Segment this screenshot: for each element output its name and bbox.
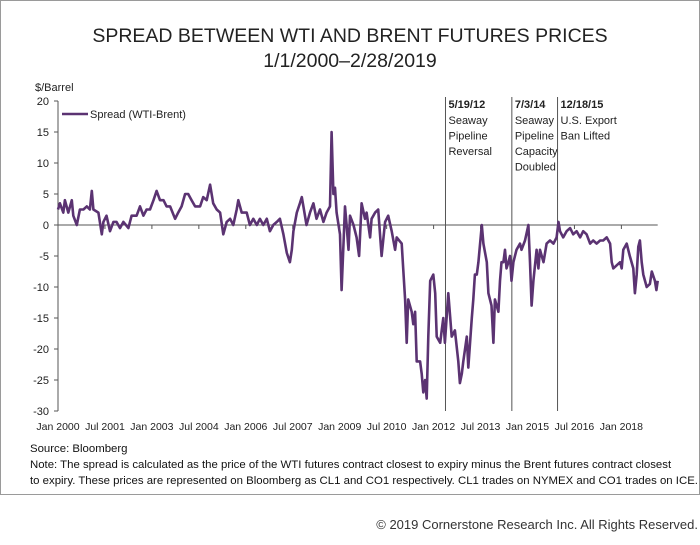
- chart: SPREAD BETWEEN WTI AND BRENT FUTURES PRI…: [33, 25, 659, 433]
- series-line-spread: [56, 130, 659, 400]
- note-line-2: to expiry. These prices are represented …: [30, 475, 698, 487]
- legend-label: Spread (WTI-Brent): [90, 109, 186, 121]
- x-tick-label: Jan 2000: [36, 421, 79, 433]
- x-tick-label: Jul 2001: [85, 421, 125, 433]
- y-tick-label: 10: [37, 158, 49, 170]
- legend: Spread (WTI-Brent): [62, 109, 186, 121]
- event-label: Seaway: [448, 115, 488, 127]
- x-tick-label: Jul 2016: [555, 421, 595, 433]
- y-tick-label: -30: [33, 406, 49, 418]
- axes: 20 15 10 5 0 -5 -10 -15 -20 -25 -30 Jan 2000 Jul 200…: [33, 96, 658, 433]
- y-tick-label: -25: [33, 375, 49, 387]
- x-tick-label: Jul 2010: [367, 421, 407, 433]
- event-label: Pipeline: [448, 131, 487, 143]
- x-tick-label: Jan 2003: [130, 421, 173, 433]
- y-tick-label: -20: [33, 344, 49, 356]
- x-tick-label: Jul 2013: [461, 421, 501, 433]
- event-label: Seaway: [515, 115, 555, 127]
- event-date: 12/18/15: [561, 99, 604, 111]
- y-axis-label: $/Barrel: [35, 82, 74, 94]
- event-label: Capacity: [515, 146, 558, 158]
- x-tick-label: Jan 2015: [506, 421, 549, 433]
- event-label: U.S. Export: [561, 115, 617, 127]
- copyright: © 2019 Cornerstone Research Inc. All Rig…: [376, 517, 698, 532]
- y-tick-label: 0: [43, 220, 49, 232]
- y-tick-label: 15: [37, 127, 49, 139]
- note-line-1: Note: The spread is calculated as the pr…: [30, 459, 672, 471]
- event-label: Doubled: [515, 162, 556, 174]
- chart-subtitle: 1/1/2000–2/28/2019: [263, 50, 437, 72]
- y-tick-label: -5: [39, 251, 49, 263]
- event-label: Pipeline: [515, 131, 554, 143]
- x-tick-label: Jan 2018: [600, 421, 643, 433]
- y-tick-label: -10: [33, 282, 49, 294]
- x-tick-label: Jan 2009: [318, 421, 361, 433]
- x-tick-label: Jan 2006: [224, 421, 267, 433]
- source-note: Source: Bloomberg: [30, 443, 128, 455]
- annotations: 5/19/12 Seaway Pipeline Reversal 7/3/14 Seawa…: [444, 97, 617, 411]
- x-tick-label: Jul 2004: [179, 421, 219, 433]
- event-label: Ban Lifted: [561, 131, 611, 143]
- event-date: 7/3/14: [515, 99, 546, 111]
- x-tick-label: Jul 2007: [273, 421, 313, 433]
- event-date: 5/19/12: [448, 99, 485, 111]
- y-tick-label: 20: [37, 96, 49, 108]
- chart-title: SPREAD BETWEEN WTI AND BRENT FUTURES PRI…: [92, 25, 607, 47]
- y-tick-label: 5: [43, 189, 49, 201]
- event-label: Reversal: [448, 146, 491, 158]
- y-tick-label: -15: [33, 313, 49, 325]
- x-tick-label: Jan 2012: [412, 421, 455, 433]
